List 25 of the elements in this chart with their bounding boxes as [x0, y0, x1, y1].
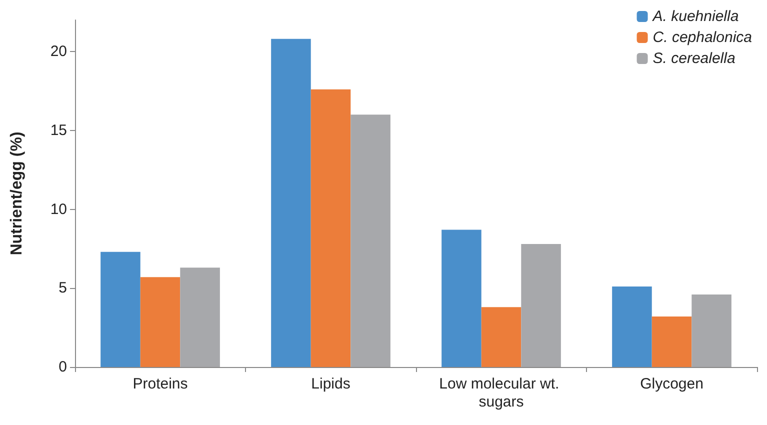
x-tick-label: Proteins: [132, 376, 188, 392]
bar: [612, 286, 652, 367]
y-tick-label: 10: [50, 200, 67, 218]
y-tick-label: 20: [50, 43, 67, 60]
bar: [271, 38, 311, 367]
bar: [652, 316, 692, 367]
x-tick-label: Lipids: [311, 376, 350, 392]
bar: [180, 268, 220, 367]
y-axis-title: Nutrient/egg (%): [8, 132, 26, 256]
bar: [350, 114, 390, 367]
bar: [521, 244, 561, 367]
legend-label: C. cephalonica: [652, 29, 752, 46]
bar: [310, 89, 351, 367]
y-tick-label: 0: [58, 358, 67, 376]
legend-label: A. kuehniella: [652, 8, 739, 25]
y-tick-label: 15: [50, 122, 67, 139]
bar: [100, 252, 140, 367]
legend-label: S. cerealella: [652, 50, 736, 67]
bar: [442, 230, 482, 367]
bar: [140, 277, 180, 367]
bar: [481, 307, 522, 367]
bar: [692, 294, 732, 367]
x-tick-label: Low molecular wt. sugars: [439, 376, 564, 410]
x-tick-label: Glycogen: [640, 376, 704, 392]
y-tick-label: 5: [58, 280, 67, 297]
